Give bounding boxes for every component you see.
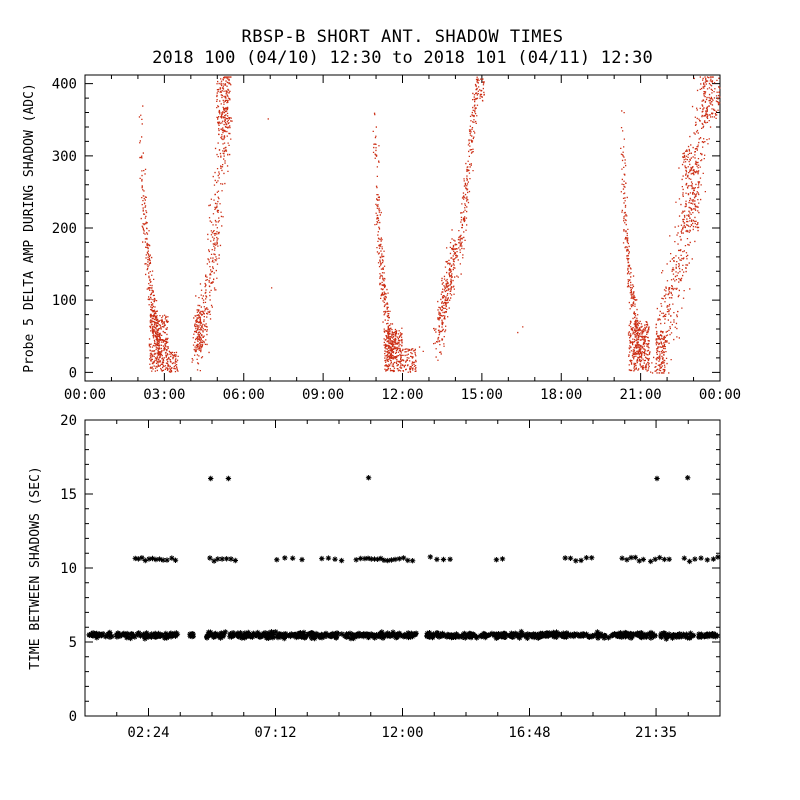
x-tick-label: 00:00 <box>699 387 741 403</box>
y-axis-title: TIME BETWEEN SHADOWS (SEC) <box>28 466 43 670</box>
time-between-shadows-panel: 02:24 07:12 12:00 16:48 21:35 0 5 10 15 20 TIME BE… <box>28 413 721 741</box>
x-tick-label: 00:00 <box>64 387 106 403</box>
chart-title: RBSP-B SHORT ANT. SHADOW TIMES <box>241 27 564 47</box>
y-tick-label: 400 <box>52 77 77 93</box>
y-tick-label: 10 <box>60 561 77 577</box>
axis-box <box>84 419 721 717</box>
y-tick-label: 5 <box>69 635 77 651</box>
x-tick-label: 18:00 <box>540 387 582 403</box>
y-tick-label: 20 <box>60 413 77 429</box>
axis-ticks <box>84 75 721 381</box>
axis-ticks <box>84 419 721 717</box>
shadow-amplitude-panel: 00:00 03:00 06:00 09:00 12:00 15:00 18:00 21:00… <box>22 74 741 403</box>
x-tick-label: 21:00 <box>620 387 662 403</box>
y-axis-title: Probe 5 DELTA AMP DURING SHADOW (ADC) <box>22 83 37 373</box>
x-tick-label: 06:00 <box>223 387 265 403</box>
y-tick-label: 0 <box>69 709 77 725</box>
x-tick-label: 12:00 <box>381 387 423 403</box>
x-tick-label: 21:35 <box>635 725 677 741</box>
y-tick-label: 300 <box>52 149 77 165</box>
y-tick-label: 200 <box>52 221 77 237</box>
y-tick-label: 0 <box>69 365 77 381</box>
x-tick-label: 02:24 <box>127 725 169 741</box>
x-tick-label: 15:00 <box>461 387 503 403</box>
scatter-points <box>86 475 721 642</box>
chart-subtitle: 2018 100 (04/10) 12:30 to 2018 101 (04/1… <box>152 48 653 68</box>
axis-box <box>84 74 721 382</box>
x-tick-label: 03:00 <box>143 387 185 403</box>
x-tick-label: 12:00 <box>381 725 423 741</box>
y-tick-label: 15 <box>60 487 77 503</box>
y-tick-label: 100 <box>52 293 77 309</box>
x-tick-label: 09:00 <box>302 387 344 403</box>
x-tick-label: 16:48 <box>508 725 550 741</box>
scatter-points <box>138 76 721 374</box>
x-tick-label: 07:12 <box>254 725 296 741</box>
